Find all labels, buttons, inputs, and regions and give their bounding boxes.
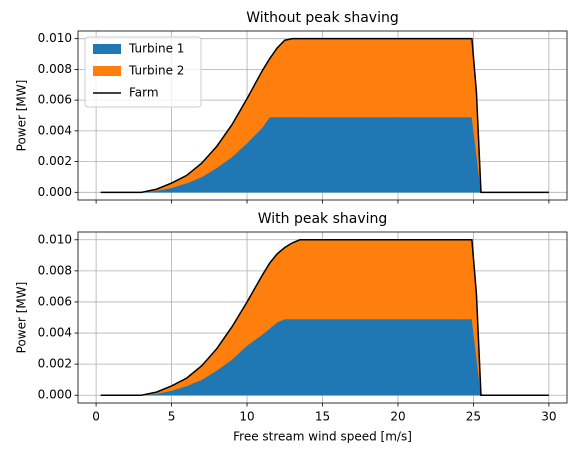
y-tick-label: 0.010 xyxy=(38,31,72,45)
x-tick-label: 30 xyxy=(541,410,556,424)
legend-patch xyxy=(93,44,121,54)
area xyxy=(100,318,549,396)
legend-label: Turbine 2 xyxy=(128,64,184,78)
y-tick-label: 0.006 xyxy=(38,93,72,107)
legend: Turbine 1 Turbine 2 Farm xyxy=(84,36,202,108)
y-tick-label: 0.002 xyxy=(38,154,72,168)
y-tick-label: 0.004 xyxy=(38,123,72,137)
y-tick-label: 0.004 xyxy=(38,326,72,340)
x-tick-label: 5 xyxy=(168,410,176,424)
subplot-title: Without peak shaving xyxy=(246,10,398,26)
area xyxy=(100,116,549,193)
y-tick-label: 0.008 xyxy=(38,263,72,277)
legend-label: Farm xyxy=(129,86,159,100)
x-tick-label: 25 xyxy=(466,410,481,424)
axes-frame xyxy=(77,30,568,201)
legend-patch xyxy=(93,66,121,76)
y-axis-label: Power [MW] xyxy=(15,80,29,152)
subplot: 0.000 0.002 0.004 0.006 0.008 0.010 0 5 10 15 20 25… xyxy=(15,211,568,444)
x-tick-label: 15 xyxy=(315,410,330,424)
subplot-title: With peak shaving xyxy=(258,211,388,227)
legend-box xyxy=(84,36,202,108)
legend-label: Turbine 1 xyxy=(128,42,184,56)
y-tick-label: 0.000 xyxy=(38,388,72,402)
x-axis-label: Free stream wind speed [m/s] xyxy=(233,430,412,444)
x-tick-label: 0 xyxy=(92,410,100,424)
y-tick-label: 0.002 xyxy=(38,357,72,371)
y-tick-label: 0.000 xyxy=(38,185,72,199)
x-tick-label: 10 xyxy=(239,410,254,424)
x-tick-label: 20 xyxy=(390,410,405,424)
y-tick-label: 0.010 xyxy=(38,232,72,246)
axes-frame xyxy=(77,231,568,404)
y-axis-label: Power [MW] xyxy=(15,282,29,354)
y-tick-label: 0.006 xyxy=(38,294,72,308)
farm-line xyxy=(100,239,549,396)
y-tick-label: 0.008 xyxy=(38,62,72,76)
farm-line xyxy=(100,37,549,194)
